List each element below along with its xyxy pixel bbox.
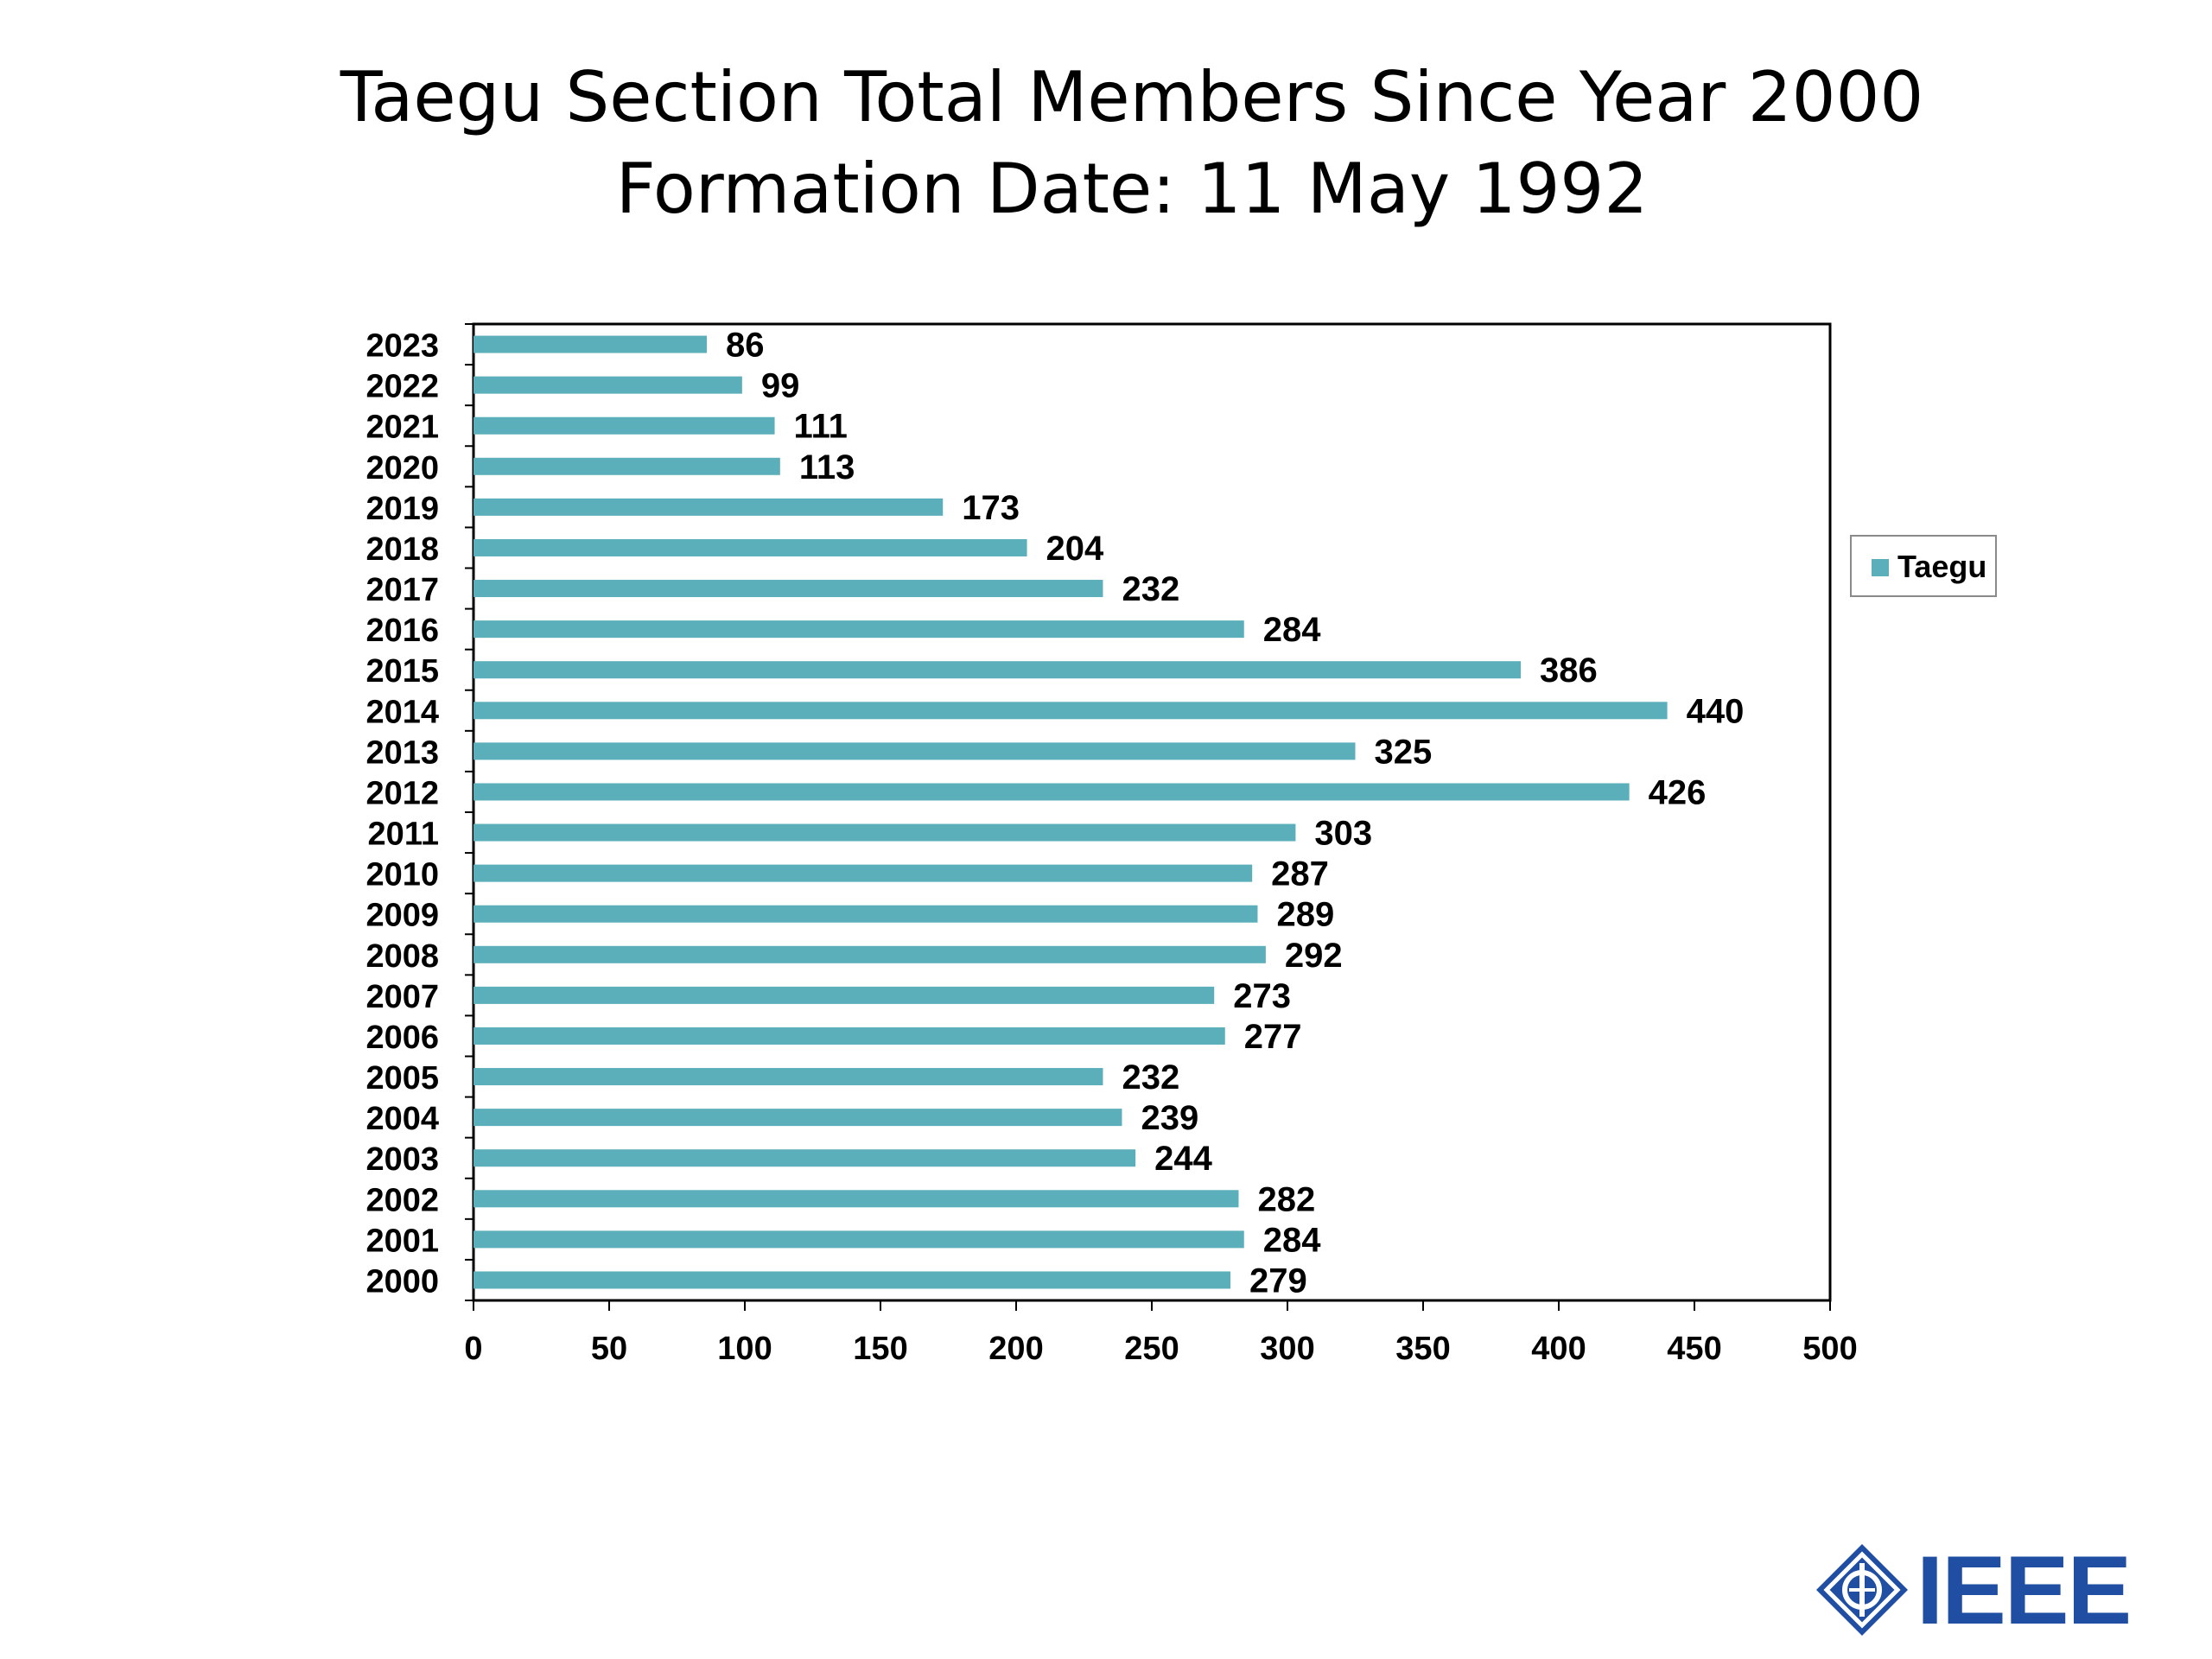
x-tick-label-400: 400 [1531,1331,1586,1367]
x-tick-label-350: 350 [1395,1331,1450,1367]
x-tick-label-0: 0 [464,1331,482,1367]
y-tick-label-2016: 2016 [365,613,439,649]
data-label-2006: 277 [1244,1018,1302,1056]
bar-2000 [474,1271,1231,1289]
ieee-diamond-icon [1816,1544,1908,1636]
data-label-2005: 232 [1122,1058,1179,1096]
y-tick-label-2022: 2022 [365,369,439,405]
data-label-2017: 232 [1122,570,1179,608]
bar-2008 [474,945,1266,963]
bar-2006 [474,1027,1225,1045]
bar-2023 [474,335,708,353]
data-label-2021: 111 [794,408,848,446]
x-tick-label-200: 200 [988,1331,1043,1367]
plot-area-frame [472,322,1832,1302]
data-label-2019: 173 [962,489,1020,527]
bar-2021 [474,416,775,435]
bar-2015 [474,661,1522,679]
bar-2003 [474,1149,1136,1167]
y-tick-label-2003: 2003 [365,1141,439,1178]
bar-2019 [474,498,944,516]
y-tick-label-2020: 2020 [365,450,439,486]
data-label-2001: 284 [1263,1221,1321,1259]
y-tick-label-2011: 2011 [368,817,439,853]
x-tick-label-100: 100 [717,1331,772,1367]
data-label-2012: 426 [1649,773,1707,811]
y-tick-label-2007: 2007 [365,979,439,1015]
y-tick-label-2005: 2005 [365,1060,439,1096]
y-tick-label-2006: 2006 [365,1020,439,1056]
y-tick-label-2014: 2014 [365,694,439,730]
ieee-logo: IEEE [1815,1536,2134,1644]
x-tick-label-150: 150 [853,1331,907,1367]
bar-2007 [474,986,1215,1004]
bar-2014 [474,702,1668,720]
bar-2011 [474,823,1296,842]
y-tick-label-2008: 2008 [365,938,439,975]
chart-title-line-1: Taegu Section Total Members Since Year 2… [340,57,1924,137]
y-tick-label-2001: 2001 [365,1223,439,1259]
data-label-2009: 289 [1276,896,1334,934]
bar-2001 [474,1230,1244,1249]
y-tick-label-2012: 2012 [365,775,439,811]
data-label-2010: 287 [1271,855,1329,893]
data-label-2002: 282 [1257,1180,1315,1218]
bar-2022 [474,376,742,394]
data-label-2004: 239 [1141,1099,1198,1137]
y-tick-label-2013: 2013 [365,734,439,771]
bar-2017 [474,580,1103,598]
bar-2020 [474,457,780,475]
x-tick-label-450: 450 [1667,1331,1721,1367]
x-tick-label-500: 500 [1802,1331,1857,1367]
bar-2002 [474,1190,1239,1208]
y-tick-label-2004: 2004 [365,1101,439,1137]
bar-2010 [474,864,1253,882]
data-label-2008: 292 [1285,937,1343,975]
legend-label: Taegu [1897,549,1986,584]
y-tick-label-2002: 2002 [365,1182,439,1218]
bar-2018 [474,538,1027,556]
y-tick-label-2023: 2023 [365,328,439,365]
data-label-2013: 325 [1375,733,1433,771]
data-label-2007: 273 [1233,977,1291,1015]
data-label-2000: 279 [1249,1262,1307,1300]
bar-2013 [474,742,1356,760]
legend-swatch [1872,559,1889,576]
chart-title: Taegu Section Total Members Since Year 2… [0,52,2212,235]
data-label-2011: 303 [1314,815,1372,853]
x-tick-label-50: 50 [591,1331,627,1367]
y-tick-label-2018: 2018 [365,531,439,568]
bar-2004 [474,1109,1122,1127]
legend: Taegu [1850,535,1997,597]
y-tick-label-2019: 2019 [365,491,439,527]
data-label-2018: 204 [1046,530,1104,568]
bar-2005 [474,1068,1103,1086]
x-tick-label-300: 300 [1260,1331,1314,1367]
y-tick-label-2021: 2021 [365,410,439,446]
data-label-2014: 440 [1687,692,1745,730]
bar-2016 [474,620,1244,639]
bar-2012 [474,783,1630,801]
y-tick-label-2015: 2015 [365,653,439,690]
x-tick-label-250: 250 [1124,1331,1179,1367]
y-tick-label-2017: 2017 [365,572,439,608]
data-label-2016: 284 [1263,611,1321,649]
data-label-2015: 386 [1540,652,1598,690]
ieee-logo-text: IEEE [1916,1536,2132,1644]
data-label-2023: 86 [726,327,765,365]
y-tick-label-2000: 2000 [365,1263,439,1300]
y-tick-label-2009: 2009 [365,898,439,934]
data-label-2003: 244 [1154,1140,1212,1178]
data-label-2022: 99 [761,367,800,405]
data-label-2020: 113 [799,448,855,486]
bar-2009 [474,905,1258,923]
y-tick-label-2010: 2010 [365,857,439,893]
chart-title-line-2: Formation Date: 11 May 1992 [615,149,1649,229]
